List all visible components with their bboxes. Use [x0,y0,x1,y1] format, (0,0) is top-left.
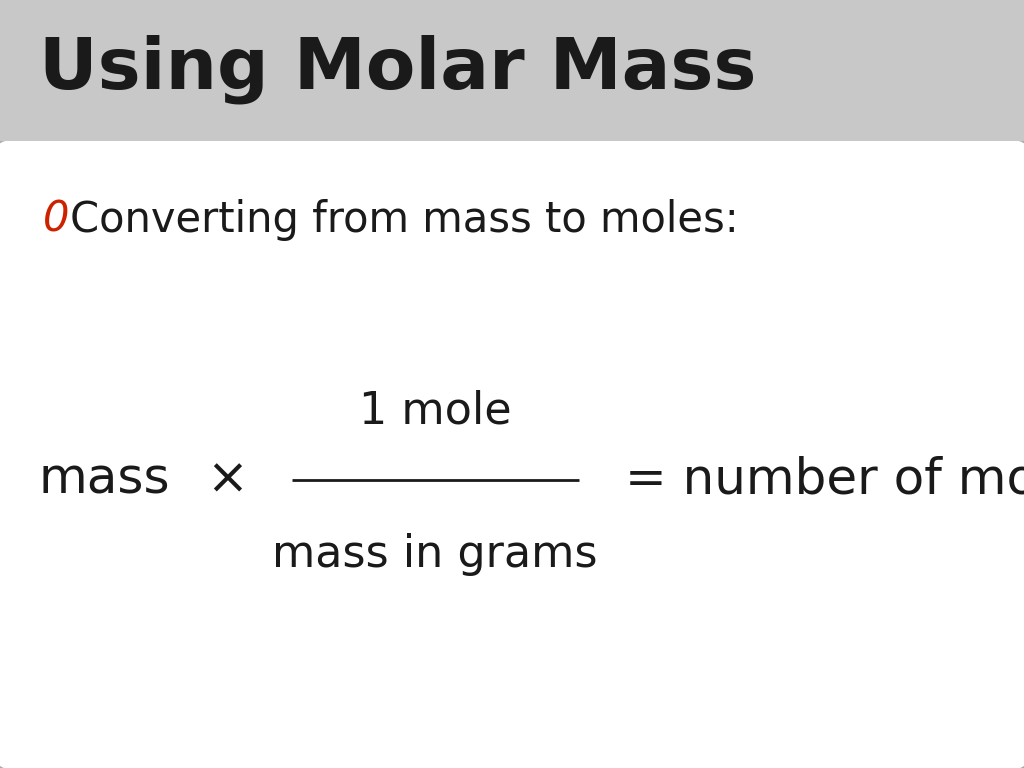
Text: 1 mole: 1 mole [358,389,512,432]
Text: Converting from mass to moles:: Converting from mass to moles: [70,199,738,240]
Text: ×: × [207,455,248,504]
Text: mass in grams: mass in grams [272,534,598,577]
Text: 0: 0 [43,199,70,240]
Text: mass: mass [39,455,171,504]
Text: Using Molar Mass: Using Molar Mass [39,35,757,104]
FancyBboxPatch shape [0,140,1024,768]
Text: = number of moles: = number of moles [625,455,1024,504]
